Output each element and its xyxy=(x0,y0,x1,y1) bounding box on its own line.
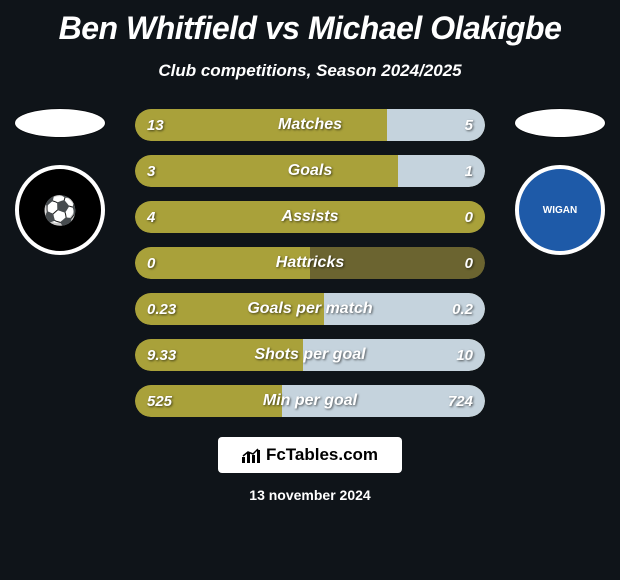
stat-label: Hattricks xyxy=(276,254,344,272)
club-text: ⚽ xyxy=(43,194,78,227)
stat-label: Goals per match xyxy=(247,300,372,318)
stat-label: Goals xyxy=(288,162,332,180)
flag-stripe xyxy=(15,118,105,127)
stat-value-right: 0.2 xyxy=(452,301,473,318)
stat-value-right: 0 xyxy=(465,209,473,226)
comparison-content: ⚽ WIGAN 13 Matches 5 3 Goals 1 4 Assists 0 0 Hattr… xyxy=(0,109,620,417)
stat-row: 3 Goals 1 xyxy=(135,155,485,187)
stat-label: Matches xyxy=(278,116,342,134)
bar-left-fill xyxy=(135,109,387,141)
stat-value-left: 525 xyxy=(147,393,172,410)
right-player-badges: WIGAN xyxy=(515,109,605,255)
flag-stripe xyxy=(515,109,605,118)
chart-icon xyxy=(242,447,260,463)
logo-text: FcTables.com xyxy=(266,445,378,465)
stat-value-left: 3 xyxy=(147,163,155,180)
stat-row: 4 Assists 0 xyxy=(135,201,485,233)
stat-value-right: 724 xyxy=(448,393,473,410)
stat-value-right: 10 xyxy=(456,347,473,364)
stat-value-left: 0 xyxy=(147,255,155,272)
club-text: WIGAN xyxy=(543,205,577,216)
stat-row: 525 Min per goal 724 xyxy=(135,385,485,417)
fctables-logo[interactable]: FcTables.com xyxy=(218,437,402,473)
flag-stripe xyxy=(15,128,105,137)
stat-value-right: 5 xyxy=(465,117,473,134)
left-flag xyxy=(15,109,105,137)
stat-value-left: 4 xyxy=(147,209,155,226)
bar-left-fill xyxy=(135,155,398,187)
left-player-badges: ⚽ xyxy=(15,109,105,255)
right-flag xyxy=(515,109,605,137)
stat-label: Shots per goal xyxy=(254,346,365,364)
stat-row: 0 Hattricks 0 xyxy=(135,247,485,279)
stat-row: 9.33 Shots per goal 10 xyxy=(135,339,485,371)
stat-value-right: 1 xyxy=(465,163,473,180)
comparison-title: Ben Whitfield vs Michael Olakigbe xyxy=(0,0,620,47)
left-club-badge: ⚽ xyxy=(15,165,105,255)
stat-row: 0.23 Goals per match 0.2 xyxy=(135,293,485,325)
stat-label: Assists xyxy=(282,208,339,226)
comparison-subtitle: Club competitions, Season 2024/2025 xyxy=(0,61,620,81)
flag-stripe xyxy=(15,109,105,118)
stat-bars: 13 Matches 5 3 Goals 1 4 Assists 0 0 Hattricks 0 0.2… xyxy=(135,109,485,417)
stat-value-left: 0.23 xyxy=(147,301,176,318)
flag-stripe xyxy=(515,118,605,127)
stat-value-left: 9.33 xyxy=(147,347,176,364)
stat-value-left: 13 xyxy=(147,117,164,134)
snapshot-date: 13 november 2024 xyxy=(0,487,620,503)
flag-stripe xyxy=(515,128,605,137)
stat-label: Min per goal xyxy=(263,392,357,410)
stat-row: 13 Matches 5 xyxy=(135,109,485,141)
right-club-badge: WIGAN xyxy=(515,165,605,255)
stat-value-right: 0 xyxy=(465,255,473,272)
footer-logo-row: FcTables.com xyxy=(0,437,620,473)
